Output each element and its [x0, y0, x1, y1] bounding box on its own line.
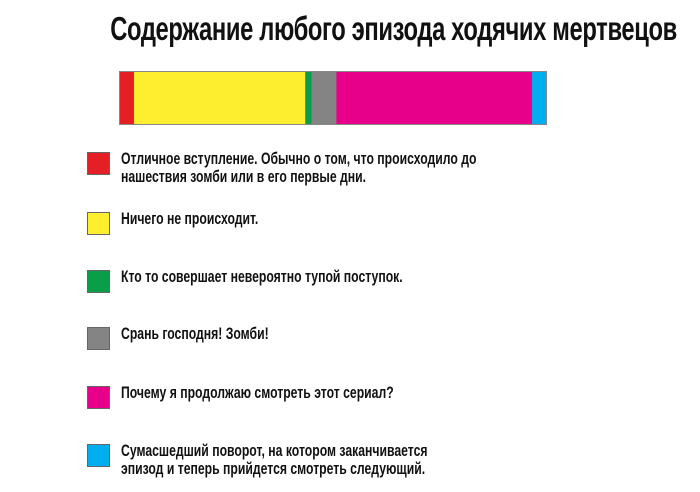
legend-swatch	[87, 327, 110, 350]
bar-border	[119, 71, 547, 125]
bar-segment-5	[532, 71, 547, 125]
legend-label: Ничего не происходит.	[121, 210, 681, 228]
legend-label-line: эпизод и теперь прийдется смотреть следу…	[121, 460, 426, 478]
bar-segment-2	[305, 71, 312, 125]
bar-segment-3	[311, 71, 337, 125]
legend-swatch	[87, 386, 110, 409]
legend-swatch	[87, 152, 110, 175]
legend-label-line: Ничего не происходит.	[121, 210, 259, 228]
legend-label: Отличное вступление. Обычно о том, что п…	[121, 150, 681, 186]
bar-segment-0	[119, 71, 135, 125]
legend-label: Кто то совершает невероятно тупой поступ…	[121, 268, 681, 286]
legend-label-line: Срань господня! Зомби!	[121, 325, 269, 343]
bar-segment-4	[336, 71, 533, 125]
legend-label: Почему я продолжаю смотреть этот сериал?	[121, 384, 681, 402]
bar-segment-1	[133, 71, 306, 125]
legend-label-line: Сумасшедший поворот, на котором заканчив…	[121, 442, 428, 460]
legend-swatch	[87, 212, 110, 235]
legend-label-line: нашествия зомби или в его первые дни.	[121, 168, 367, 186]
legend-label: Сумасшедший поворот, на котором заканчив…	[121, 442, 681, 478]
legend-label-line: Отличное вступление. Обычно о том, что п…	[121, 150, 477, 168]
legend-swatch	[87, 270, 110, 293]
legend-swatch	[87, 444, 110, 467]
chart-title: Содержание любого эпизода ходячих мертве…	[110, 10, 677, 47]
legend-label: Срань господня! Зомби!	[121, 325, 681, 343]
legend-label-line: Почему я продолжаю смотреть этот сериал?	[121, 384, 394, 402]
legend-label-line: Кто то совершает невероятно тупой поступ…	[121, 268, 403, 286]
stacked-bar	[119, 71, 547, 125]
